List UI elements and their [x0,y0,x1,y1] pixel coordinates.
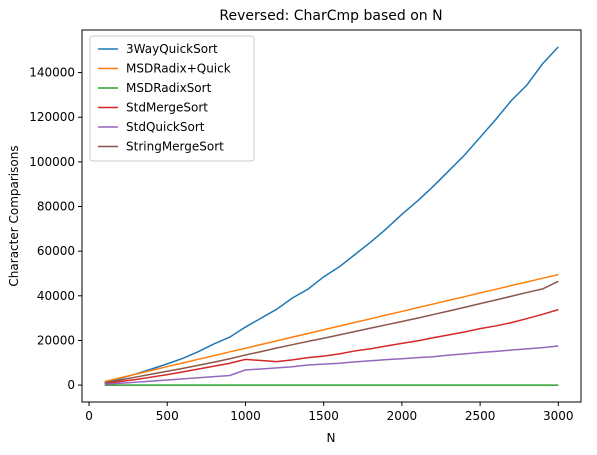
legend-label: MSDRadixSort [126,81,212,95]
series-line [104,46,559,384]
legend-label: 3WayQuickSort [126,42,218,56]
y-tick-label: 0 [67,378,75,392]
series-line [104,345,559,385]
y-tick-label: 140000 [29,66,75,80]
x-tick-label: 1000 [230,409,261,423]
y-tick-label: 20000 [37,333,75,347]
chart-title: Reversed: CharCmp based on N [219,8,442,24]
legend-label: StdMergeSort [126,101,208,115]
x-axis-label: N [327,431,336,445]
series-line [104,308,559,385]
x-tick-label: 3000 [543,409,574,423]
x-tick-label: 2500 [465,409,496,423]
y-tick-label: 60000 [37,244,75,258]
series-line [104,280,559,384]
legend-box [89,35,255,162]
legend-label: StdQuickSort [126,120,205,134]
series-line [104,273,559,383]
x-tick-label: 1500 [308,409,339,423]
x-tick-label: 0 [85,409,93,423]
plot-frame [81,29,582,403]
y-tick-label: 80000 [37,200,75,214]
y-tick-label: 40000 [37,289,75,303]
y-tick-label: 120000 [29,110,75,124]
x-tick-label: 500 [156,409,179,423]
y-axis-label: Character Comparisons [7,145,21,286]
legend-label: MSDRadix+Quick [126,62,231,76]
y-tick-label: 100000 [29,155,75,169]
legend-label: StringMergeSort [126,140,224,154]
x-tick-label: 2000 [387,409,418,423]
